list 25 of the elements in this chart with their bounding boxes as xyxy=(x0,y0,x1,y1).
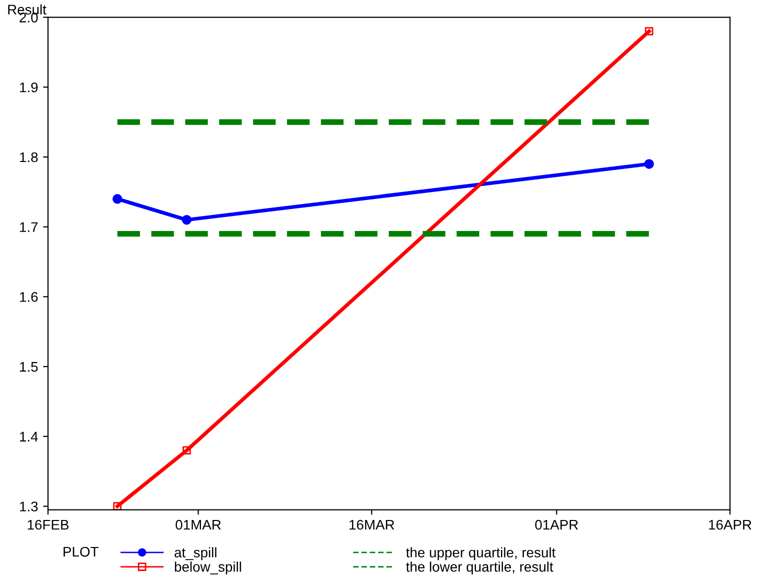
y-tick-label: 1.9 xyxy=(20,82,38,92)
y-tick-label: 1.7 xyxy=(20,222,38,232)
y-axis-title: Result xyxy=(8,4,46,15)
point xyxy=(644,27,654,36)
point xyxy=(182,215,192,225)
point xyxy=(182,446,191,455)
y-tick-label: 1.8 xyxy=(20,152,38,162)
x-tick-label: 16APR xyxy=(709,520,752,530)
point xyxy=(112,194,122,204)
x-tick-label: 01APR xyxy=(535,520,578,530)
y-tick-label: 1.4 xyxy=(20,432,38,442)
x-tick-label: 16FEB xyxy=(28,520,69,530)
legend-label: the upper quartile, result xyxy=(406,547,556,560)
legend-title: PLOT xyxy=(64,546,98,557)
point xyxy=(644,159,654,169)
x-tick-label: 01MAR xyxy=(176,520,221,530)
y-tick-label: 2.0 xyxy=(20,12,38,22)
legend-label: below_spill xyxy=(174,562,242,575)
legend-label: the lower quartile, result xyxy=(406,562,554,575)
y-tick-label: 1.6 xyxy=(20,292,38,302)
y-tick-label: 1.3 xyxy=(20,502,38,512)
x-tick-label: 16MAR xyxy=(350,520,394,530)
y-tick-label: 1.5 xyxy=(20,362,38,372)
legend-label: at_spill xyxy=(174,547,216,560)
point xyxy=(113,502,122,510)
